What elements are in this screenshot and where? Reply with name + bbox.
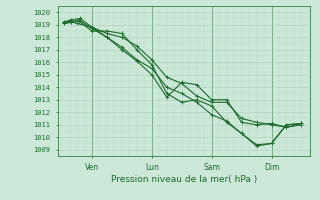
X-axis label: Pression niveau de la mer( hPa ): Pression niveau de la mer( hPa ) — [111, 175, 257, 184]
